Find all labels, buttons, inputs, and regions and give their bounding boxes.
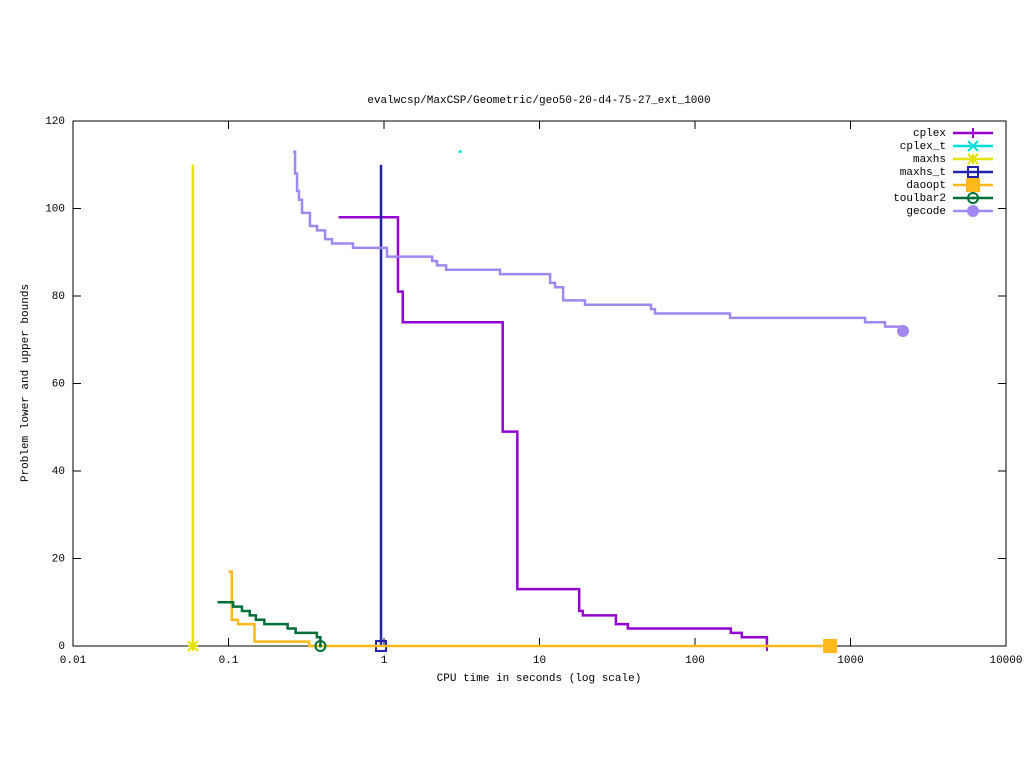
marker-dot (318, 644, 322, 648)
marker (967, 140, 979, 152)
x-tick-label: 1000 (837, 655, 863, 667)
series-line (217, 601, 322, 646)
marker (968, 128, 978, 138)
marker (967, 205, 979, 217)
series-line (293, 150, 905, 331)
plot-frame (72, 120, 1007, 647)
series-line (228, 570, 831, 648)
y-tick-label: 120 (45, 116, 65, 128)
y-tick-label: 0 (58, 641, 65, 653)
legend-label: maxhs (913, 154, 946, 166)
x-tick-label: 0.01 (60, 655, 87, 667)
marker (375, 640, 388, 652)
y-tick-label: 20 (52, 553, 65, 565)
x-tick-label: 0.1 (219, 655, 239, 667)
x-axis-label: CPU time in seconds (log scale) (437, 673, 642, 685)
marker (897, 325, 910, 337)
marker (967, 166, 979, 178)
marker (967, 153, 979, 165)
chart-title: evalwcsp/MaxCSP/Geometric/geo50-20-d4-75… (367, 95, 710, 107)
point (458, 150, 462, 154)
x-tick-label: 100 (685, 655, 705, 667)
y-tick-label: 40 (52, 466, 65, 478)
legend-label: toulbar2 (893, 193, 946, 205)
y-tick-label: 60 (52, 378, 65, 390)
y-axis-label: Problem lower and upper bounds (20, 284, 32, 482)
legend-label: cplex (913, 128, 946, 140)
series-line (338, 216, 769, 646)
legend-label: gecode (906, 206, 946, 218)
marker (966, 178, 980, 192)
marker-dot (971, 196, 975, 200)
marker (967, 192, 979, 204)
legend-label: cplex_t (900, 141, 946, 153)
marker (314, 640, 327, 652)
x-tick-label: 10000 (989, 655, 1022, 667)
marker (187, 640, 199, 652)
y-tick-label: 80 (52, 291, 65, 303)
x-tick-label: 10 (533, 655, 546, 667)
x-tick-label: 1 (381, 655, 388, 667)
marker (823, 639, 838, 653)
legend-label: daoopt (906, 180, 946, 192)
y-tick-label: 100 (45, 203, 65, 215)
legend-label: maxhs_t (900, 167, 946, 179)
